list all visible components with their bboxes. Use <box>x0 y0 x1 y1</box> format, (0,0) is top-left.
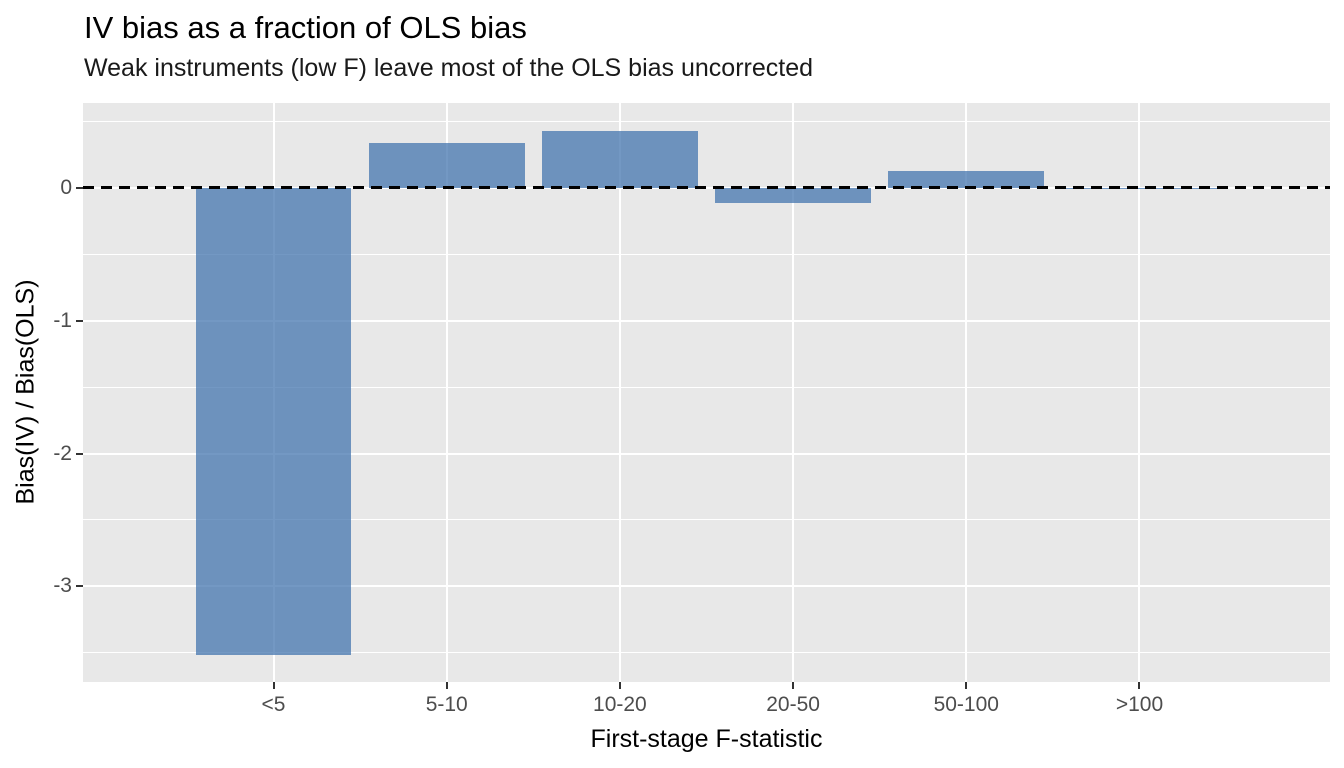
y-tick-label: 0 <box>60 175 72 199</box>
chart-title: IV bias as a fraction of OLS bias <box>84 10 527 45</box>
major-gridline <box>83 585 1330 588</box>
x-tick-label: 5-10 <box>425 693 468 716</box>
zero-reference-line <box>83 186 1330 190</box>
x-tick-mark <box>272 682 275 689</box>
x-tick-mark <box>445 682 448 689</box>
minor-gridline <box>83 386 1330 388</box>
x-tick-label: 10-20 <box>593 693 647 716</box>
y-tick-mark <box>76 585 83 588</box>
y-tick-label: -3 <box>53 574 72 598</box>
y-tick-mark <box>76 452 83 455</box>
x-tick-mark <box>1138 682 1141 689</box>
x-tick-label: 20-50 <box>766 693 820 716</box>
y-tick-label: -2 <box>53 441 72 465</box>
plot-panel <box>83 103 1330 682</box>
major-gridline-vertical <box>1138 103 1141 682</box>
major-gridline-vertical <box>445 103 448 682</box>
major-gridline-vertical <box>618 103 621 682</box>
x-tick-label: <5 <box>261 693 286 716</box>
y-tick-mark <box>76 186 83 189</box>
x-tick-mark <box>792 682 795 689</box>
major-gridline <box>83 319 1330 322</box>
major-gridline <box>83 452 1330 455</box>
minor-gridline <box>83 253 1330 255</box>
major-gridline-vertical <box>965 103 968 682</box>
bar <box>368 142 525 188</box>
x-tick-label: >100 <box>1115 693 1164 716</box>
minor-gridline <box>83 652 1330 654</box>
bar <box>195 187 352 656</box>
major-gridline-vertical <box>792 103 795 682</box>
x-axis-title: First-stage F-statistic <box>590 725 823 753</box>
minor-gridline <box>83 519 1330 521</box>
x-tick-label: 50-100 <box>933 693 999 716</box>
y-axis-title: Bias(IV) / Bias(OLS) <box>11 279 40 505</box>
x-tick-mark <box>618 682 621 689</box>
minor-gridline <box>83 121 1330 123</box>
x-tick-mark <box>965 682 968 689</box>
y-tick-label: -1 <box>53 308 72 332</box>
bar <box>888 170 1045 188</box>
y-tick-mark <box>76 319 83 322</box>
chart-subtitle: Weak instruments (low F) leave most of t… <box>84 54 814 82</box>
bar <box>541 130 698 188</box>
bar <box>715 187 872 203</box>
